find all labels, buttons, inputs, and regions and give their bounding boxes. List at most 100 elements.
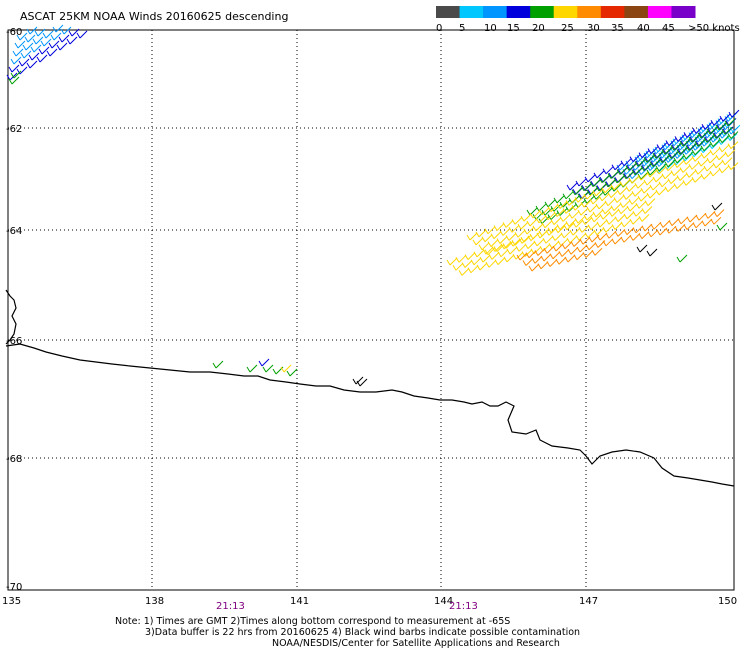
wind-barb (632, 208, 644, 217)
wind-barb (614, 229, 626, 237)
wind-barb (638, 150, 650, 158)
wind-barb (24, 34, 36, 43)
wind-barb (506, 246, 518, 255)
wind-barb (544, 212, 556, 221)
wind-barb (258, 358, 270, 367)
wind-barb (555, 256, 567, 265)
wind-barb (592, 188, 604, 197)
wind-barb (16, 32, 28, 41)
wind-barb (682, 157, 694, 165)
wind-barb (679, 165, 691, 173)
wind-barb (8, 64, 20, 73)
wind-barb (629, 216, 641, 225)
wind-barb (700, 171, 712, 180)
wind-barb (566, 182, 578, 191)
wind-barb (76, 30, 88, 39)
wind-barb (540, 253, 552, 262)
wind-barb (629, 233, 641, 241)
wind-barb (598, 175, 610, 183)
wind-barb (697, 158, 709, 167)
wind-barb (485, 259, 497, 268)
wind-barb (553, 195, 565, 204)
wind-barb (567, 246, 579, 255)
wind-barb (631, 167, 643, 176)
wind-barb (709, 147, 721, 156)
wind-barb (685, 143, 697, 151)
lat-label: -68 (6, 454, 22, 465)
wind-barb (659, 220, 671, 228)
wind-barb (613, 195, 625, 203)
wind-barb (704, 211, 716, 219)
wind-barb (712, 130, 724, 139)
wind-barb (628, 175, 640, 184)
wind-barb (352, 376, 364, 385)
wind-barb (700, 143, 712, 152)
wind-barb (544, 199, 556, 208)
wind-barb (493, 244, 505, 252)
wind-barb (601, 206, 613, 215)
wind-barb (575, 178, 587, 187)
wind-barb (634, 159, 646, 167)
wind-barb (584, 230, 596, 238)
wind-barb (676, 254, 688, 263)
wind-barb (685, 169, 697, 178)
wind-barb (526, 207, 538, 216)
wind-barb (679, 138, 691, 147)
wind-barb (598, 193, 610, 202)
wind-barb (709, 168, 721, 177)
wind-barb (262, 364, 274, 373)
lon-label: 135 (2, 596, 21, 607)
legend-swatch (624, 6, 649, 18)
wind-barb (602, 166, 614, 175)
map-frame (7, 29, 735, 591)
wind-barb (535, 215, 547, 224)
wind-barb (534, 248, 546, 256)
wind-barb (34, 28, 46, 37)
wind-barb (629, 154, 641, 163)
wind-barb (40, 38, 52, 47)
wind-barb (583, 191, 595, 200)
wind-barb (656, 227, 668, 236)
wind-barb (586, 204, 598, 213)
wind-barb (541, 220, 553, 229)
wind-barb (706, 155, 718, 164)
wind-barb (561, 241, 573, 250)
wind-barb (610, 183, 622, 192)
wind-barb (565, 218, 577, 227)
note-line-1: Note: 1) Times are GMT 2)Times along bot… (115, 616, 510, 627)
wind-barb (711, 202, 723, 211)
wind-barb (499, 228, 511, 236)
legend-swatch (553, 6, 578, 18)
wind-barb (620, 158, 632, 167)
wind-barb (20, 50, 32, 59)
wind-barb (692, 125, 704, 134)
lat-label: -62 (6, 124, 22, 135)
wind-barb (640, 185, 652, 194)
wind-barb (613, 175, 625, 184)
wind-barb (610, 203, 622, 211)
wind-barb (246, 364, 258, 373)
wind-barb (602, 238, 614, 247)
wind-barb (563, 222, 575, 231)
wind-barb (464, 252, 476, 260)
wind-barb (476, 262, 488, 271)
wind-barb (578, 225, 590, 233)
wind-barb (716, 222, 728, 231)
wind-barb (715, 122, 727, 131)
wind-barb (545, 227, 557, 236)
wind-barb (68, 28, 80, 37)
wind-barb (658, 179, 670, 188)
wind-barb (595, 183, 607, 192)
wind-barb (631, 188, 643, 197)
wind-barb (535, 203, 547, 212)
wind-barb (673, 160, 685, 168)
wind-barb (446, 257, 458, 266)
wind-barb (595, 201, 607, 210)
wind-barb (656, 142, 668, 150)
legend-swatch (671, 6, 696, 18)
wind-barb (649, 159, 661, 168)
time-label: 21:13 (216, 601, 245, 612)
wind-barb (488, 252, 500, 260)
wind-barb (686, 214, 698, 223)
wind-barb (580, 199, 592, 208)
